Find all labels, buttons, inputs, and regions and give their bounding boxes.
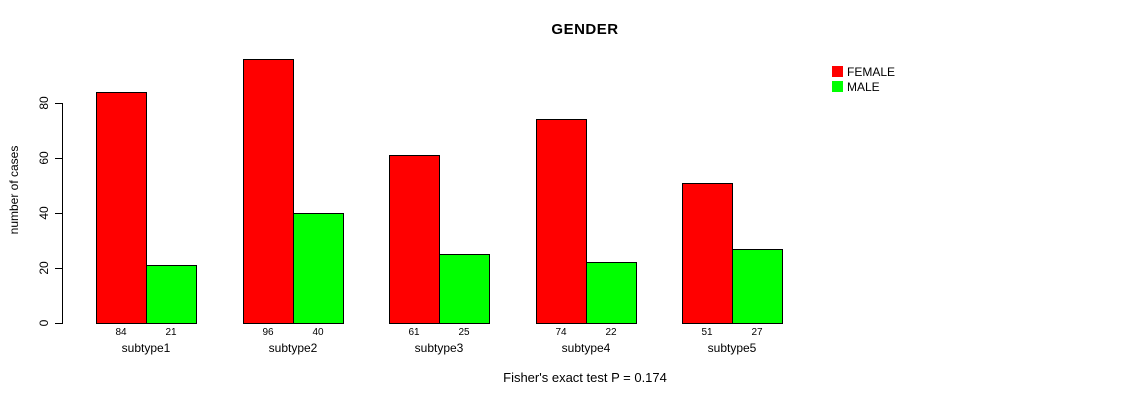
bar-male-subtype5	[732, 249, 783, 324]
category-label-subtype3: subtype3	[414, 341, 464, 355]
chart-title: GENDER	[551, 21, 619, 38]
y-tick-label: 20	[37, 261, 51, 275]
category-label-subtype4: subtype4	[561, 341, 611, 355]
y-tick-label: 60	[37, 151, 51, 165]
legend-label-female: FEMALE	[847, 64, 896, 79]
y-tick	[55, 323, 62, 324]
category-label-subtype1: subtype1	[121, 341, 171, 355]
y-tick-label: 80	[37, 96, 51, 110]
category-label-subtype2: subtype2	[268, 341, 318, 355]
bar-female-subtype5	[682, 183, 733, 324]
legend-label-male: MALE	[847, 79, 880, 94]
annotation-text: Fisher's exact test P = 0.174	[503, 370, 667, 385]
bar-value-male-subtype3: 25	[458, 327, 470, 338]
bar-male-subtype4	[586, 262, 637, 324]
bar-female-subtype4	[536, 119, 587, 324]
y-tick	[55, 268, 62, 269]
bar-male-subtype2	[293, 213, 344, 324]
bar-male-subtype3	[439, 254, 490, 324]
y-tick	[55, 213, 62, 214]
y-tick	[55, 158, 62, 159]
bar-value-female-subtype4: 74	[555, 327, 567, 338]
bar-male-subtype1	[146, 265, 197, 324]
bar-female-subtype3	[389, 155, 440, 324]
legend-item-female: FEMALE	[832, 64, 895, 79]
bar-value-female-subtype3: 61	[408, 327, 420, 338]
legend-item-male: MALE	[832, 79, 895, 94]
bar-female-subtype2	[243, 59, 294, 324]
bar-value-female-subtype5: 51	[701, 327, 713, 338]
bar-value-male-subtype2: 40	[312, 327, 324, 338]
y-tick-label: 40	[37, 206, 51, 220]
bar-value-female-subtype1: 84	[115, 327, 127, 338]
y-tick	[55, 103, 62, 104]
category-label-subtype5: subtype5	[707, 341, 757, 355]
bar-value-male-subtype5: 27	[751, 327, 763, 338]
female-color-swatch	[832, 66, 843, 77]
y-tick-label: 0	[37, 319, 51, 327]
male-color-swatch	[832, 81, 843, 92]
bar-value-male-subtype1: 21	[165, 327, 177, 338]
y-axis-label: number of cases	[7, 145, 21, 235]
bar-value-male-subtype4: 22	[605, 327, 617, 338]
bar-female-subtype1	[96, 92, 147, 324]
legend: FEMALE MALE	[832, 64, 895, 94]
y-axis-line	[62, 103, 63, 324]
bar-value-female-subtype2: 96	[262, 327, 274, 338]
